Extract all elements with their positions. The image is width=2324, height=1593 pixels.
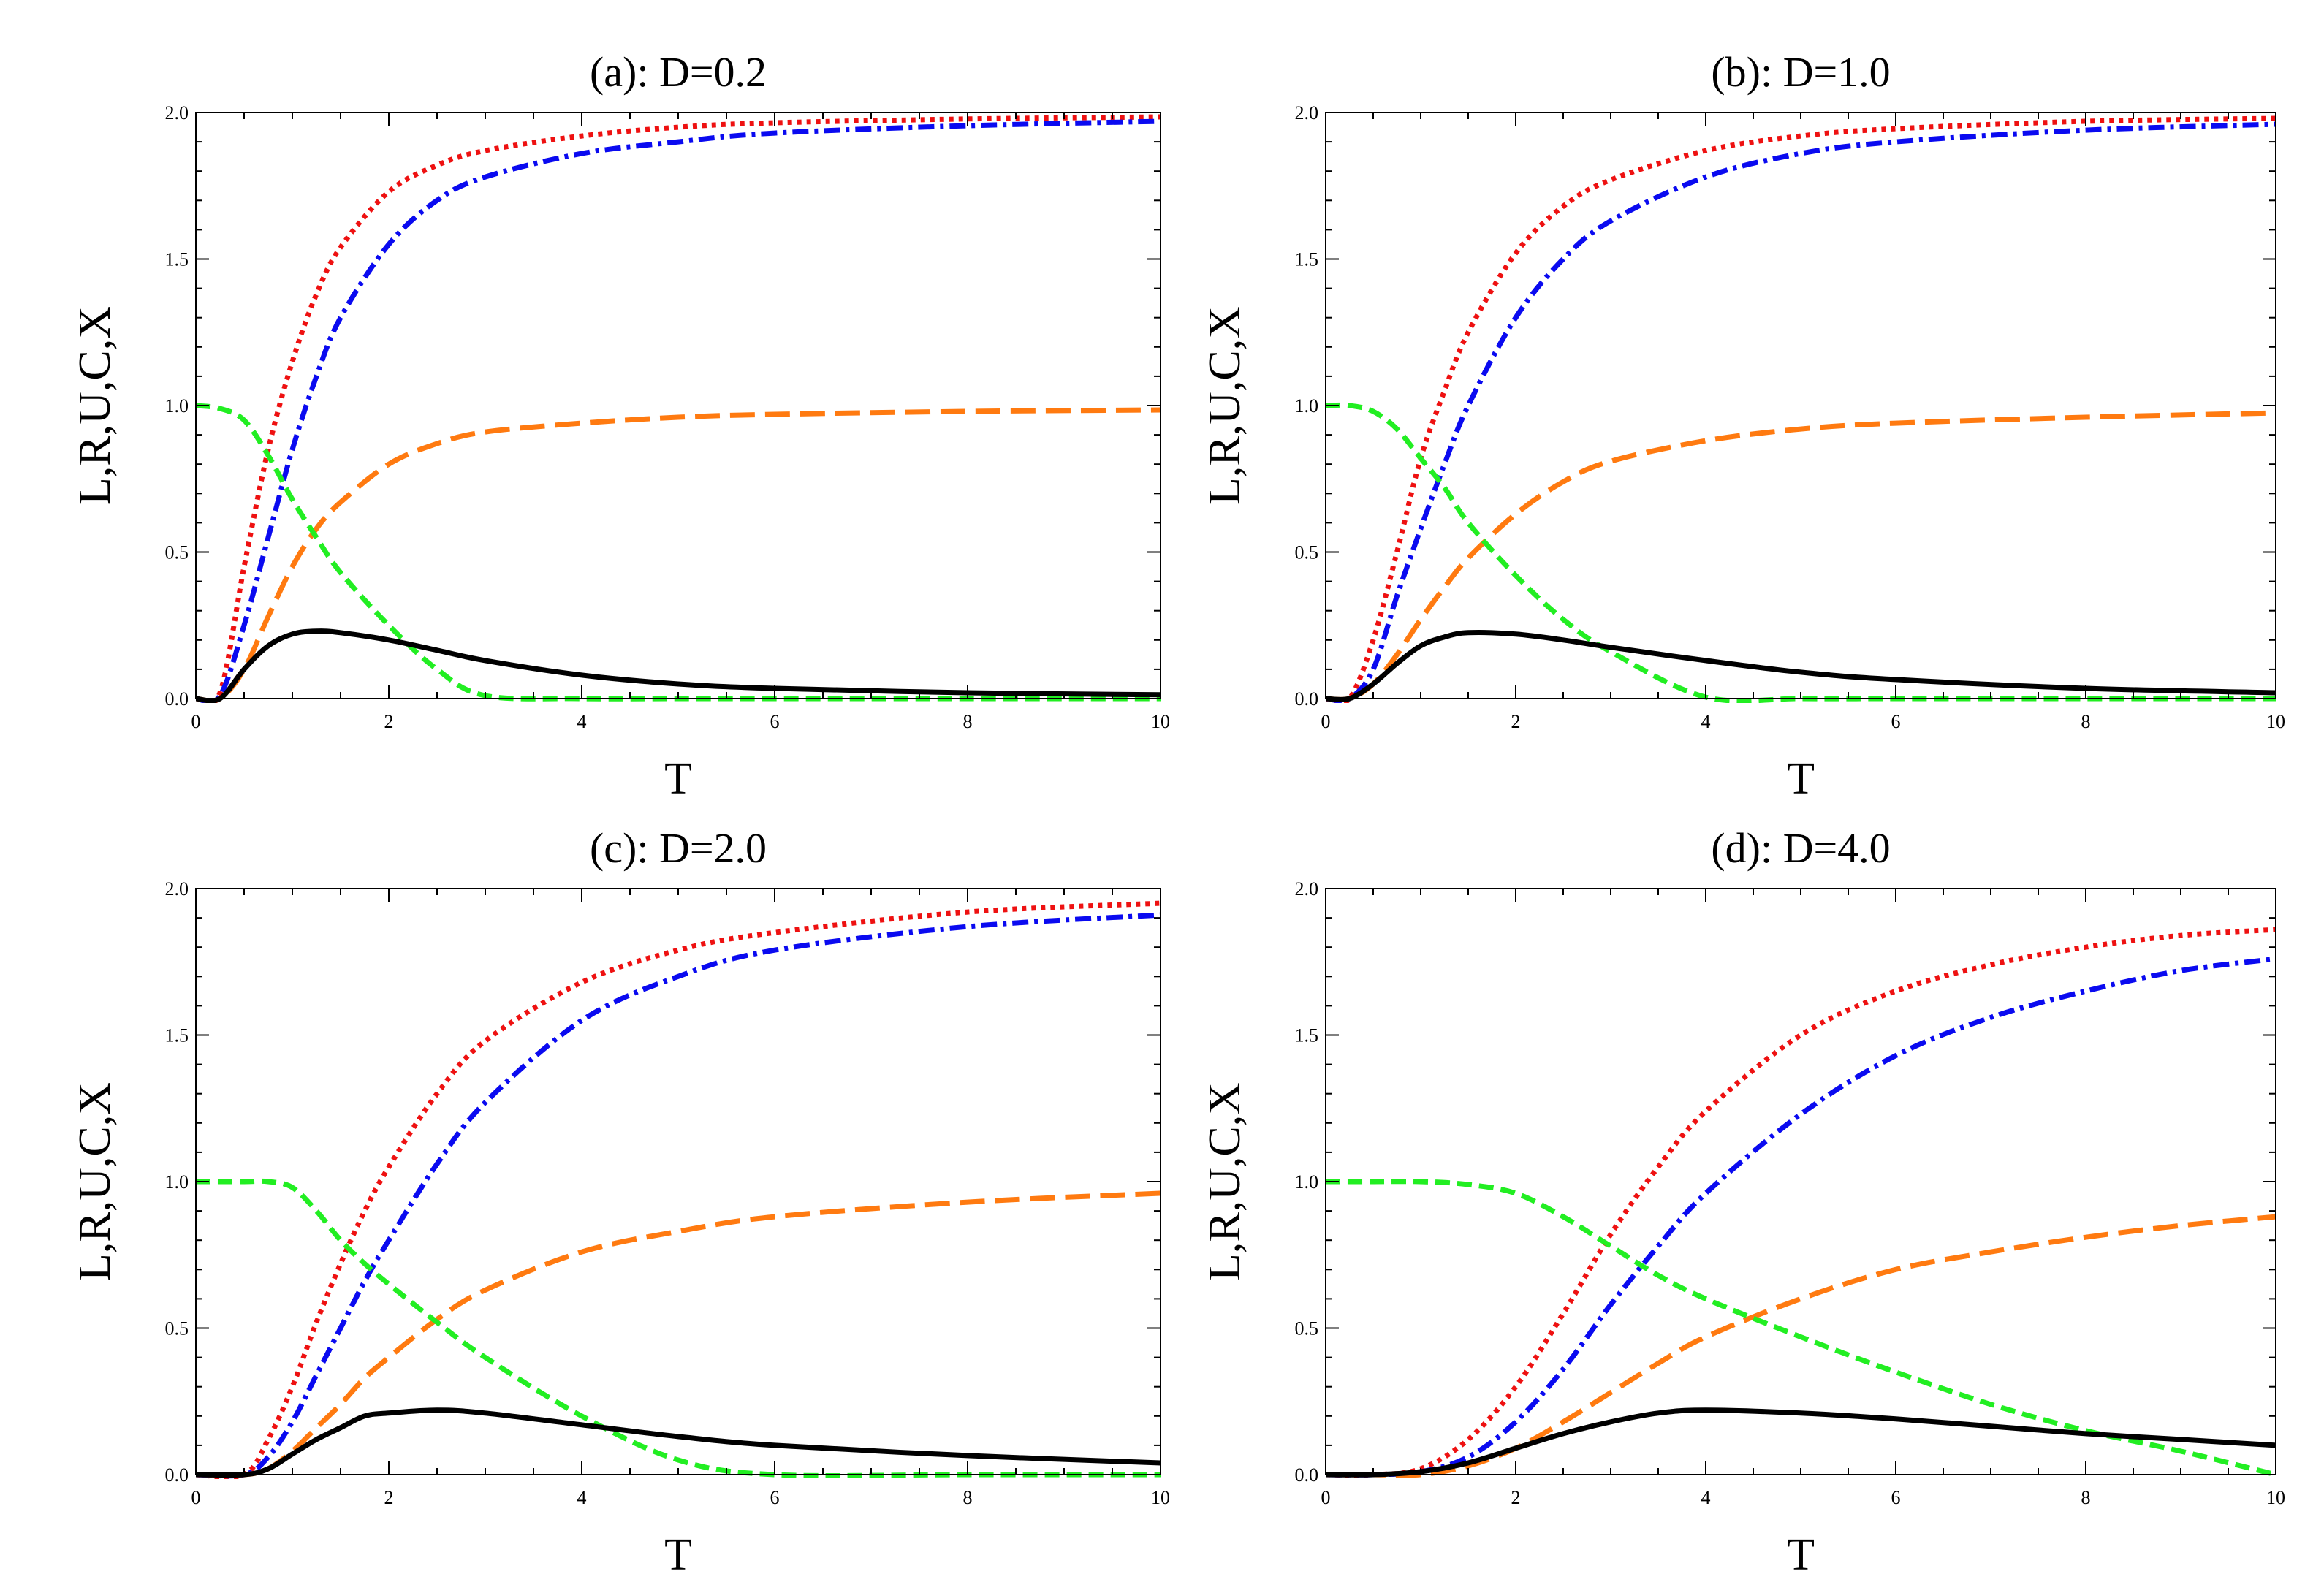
x-tick-label: 10 [2266,711,2285,732]
series-line-blue-dashdot [196,118,1161,703]
x-axis-label: T [1787,754,1815,804]
y-tick-label: 0.5 [1295,542,1319,563]
y-tick-label: 1.0 [165,395,189,417]
series-line-orange-longdash [196,407,1161,703]
y-axis-label: L,R,U,C,X [70,306,120,505]
x-tick-label: 0 [1321,711,1331,732]
x-tick-label: 6 [1891,1487,1901,1508]
y-tick-label: 0.5 [165,1318,189,1339]
series-line-blue-dashdot [1326,121,2276,703]
x-tick-label: 2 [1511,711,1521,732]
series-line-blue-dashdot [1326,956,2276,1478]
series-line-red-dotted [196,900,1161,1479]
series-line-orange-longdash [196,1190,1161,1478]
x-axis-label: T [664,754,692,804]
series-line-red-dotted [1326,115,2276,703]
panel-title: (b): D=1.0 [1711,48,1890,96]
series-line-black-solid [1326,630,2276,702]
y-tick-label: 0.0 [165,1464,189,1486]
y-tick-label: 2.0 [1295,102,1319,123]
y-tick-label: 0.5 [165,542,189,563]
series-line-black-solid [196,1407,1161,1478]
y-tick-label: 2.0 [165,102,189,123]
series-line-orange-longdash [1326,1214,2276,1478]
series-group [196,900,1161,1479]
series-group [196,114,1161,703]
y-tick-label: 1.0 [165,1171,189,1193]
plot-frame [195,112,1161,699]
x-tick-label: 8 [963,711,973,732]
x-tick-label: 8 [2081,1487,2091,1508]
x-tick-label: 10 [2266,1487,2285,1508]
x-axis-label: T [1787,1530,1815,1580]
x-tick-label: 4 [1701,1487,1711,1508]
series-line-black-solid [196,628,1161,703]
x-tick-label: 6 [770,711,780,732]
series-line-red-dotted [1326,927,2276,1478]
series-line-black-solid [1326,1407,2276,1478]
series-group [1326,115,2276,703]
y-axis-label: L,R,U,C,X [1200,1082,1250,1281]
x-tick-label: 8 [963,1487,973,1508]
panel-title: (c): D=2.0 [590,824,767,872]
x-tick-label: 10 [1151,711,1170,732]
x-axis-label: T [664,1530,692,1580]
x-tick-label: 0 [1321,1487,1331,1508]
y-tick-label: 0.0 [165,688,189,710]
x-tick-label: 4 [577,1487,587,1508]
x-tick-label: 4 [577,711,587,732]
y-tick-label: 0.5 [1295,1318,1319,1339]
series-line-orange-longdash [1326,410,2276,702]
panel-title: (d): D=4.0 [1711,824,1890,872]
y-tick-label: 1.5 [1295,249,1319,270]
panel-b: (b): D=1.0 0 2 4 6 8 10 0.0 0.5 1.0 1.5 2.0 T L,R,U,C… [1200,48,2285,804]
x-tick-label: 0 [191,1487,201,1508]
series-line-green-dashed [1326,402,2276,703]
series-line-blue-dashdot [196,912,1161,1479]
panel-d: (d): D=4.0 0 2 4 6 8 10 0.0 0.5 1.0 1.5 2.0 T L,R,U,C… [1200,824,2285,1580]
panel-title: (a): D=0.2 [590,48,767,96]
y-tick-label: 1.5 [165,249,189,270]
y-tick-label: 1.5 [165,1025,189,1046]
plot-frame [1325,112,2276,699]
y-tick-label: 2.0 [165,878,189,900]
series-line-green-dashed [1326,1179,2276,1478]
series-line-red-dotted [196,114,1161,703]
y-tick-label: 1.0 [1295,1171,1319,1193]
y-tick-label: 1.5 [1295,1025,1319,1046]
plot-frame [1325,888,2276,1475]
x-tick-label: 2 [384,1487,394,1508]
y-tick-label: 2.0 [1295,878,1319,900]
x-tick-label: 10 [1151,1487,1170,1508]
y-tick-label: 1.0 [1295,395,1319,417]
x-tick-label: 0 [191,711,201,732]
y-tick-label: 0.0 [1295,688,1319,710]
series-group [1326,927,2276,1478]
x-tick-label: 4 [1701,711,1711,732]
panel-c: (c): D=2.0 0 2 4 6 8 10 0.0 0.5 1.0 1.5 2.0 T L,R,U,C… [70,824,1170,1580]
y-axis-label: L,R,U,C,X [1200,306,1250,505]
series-line-green-dashed [196,1178,1161,1478]
panel-a: (a): D=0.2 0 2 4 6 8 10 0.0 0.5 1.0 1.5 2.0 T L,R,U,C… [70,48,1170,804]
x-tick-label: 2 [1511,1487,1521,1508]
x-tick-label: 8 [2081,711,2091,732]
x-tick-label: 6 [770,1487,780,1508]
x-tick-label: 2 [384,711,394,732]
series-line-green-dashed [196,403,1161,702]
x-tick-label: 6 [1891,711,1901,732]
y-axis-label: L,R,U,C,X [70,1082,120,1281]
y-tick-label: 0.0 [1295,1464,1319,1486]
